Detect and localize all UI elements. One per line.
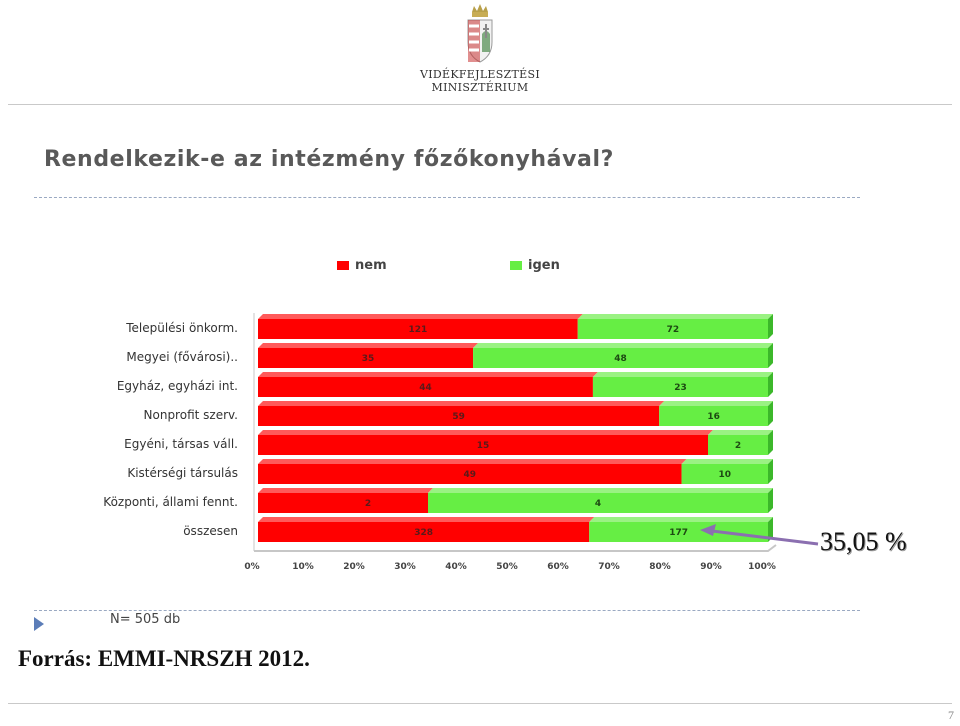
data-label-nem: 49 <box>464 470 477 480</box>
bar-top-igen <box>659 401 773 406</box>
x-tick-label: 60% <box>547 562 569 572</box>
legend-nem: nem <box>337 258 387 273</box>
bar-segment-nem <box>258 435 708 455</box>
category-label: Egyház, egyházi int. <box>116 379 238 393</box>
percentage-annotation: 35,05 % <box>820 527 907 556</box>
bar-top-igen <box>592 372 773 377</box>
data-label-nem: 44 <box>419 383 432 393</box>
annotation-arrowhead <box>700 524 716 536</box>
bar-side-igen <box>768 401 773 426</box>
page-number: 7 <box>948 708 954 722</box>
bar-segment-igen <box>428 493 768 513</box>
data-label-igen: 10 <box>719 470 732 480</box>
logo-line-1: VIDÉKFEJLESZTÉSI <box>420 68 540 81</box>
data-label-nem: 328 <box>414 528 433 538</box>
x-tick-label: 40% <box>445 562 467 572</box>
data-label-igen: 4 <box>595 499 601 509</box>
category-label: Egyéni, társas váll. <box>124 437 238 451</box>
data-label-igen: 23 <box>674 383 687 393</box>
dashed-separator-top <box>34 197 860 198</box>
bar-top-igen <box>473 343 773 348</box>
x-tick-label: 30% <box>394 562 416 572</box>
category-label: Megyei (fővárosi).. <box>126 350 238 364</box>
data-label-nem: 121 <box>408 325 427 335</box>
data-label-igen: 177 <box>669 528 688 538</box>
x-tick-label: 100% <box>748 562 776 572</box>
bar-segment-nem <box>258 493 428 513</box>
plot-area <box>258 313 768 551</box>
data-label-igen: 2 <box>735 441 741 451</box>
header-divider <box>8 104 952 105</box>
data-label-igen: 48 <box>614 354 627 364</box>
bar-side-igen <box>768 314 773 339</box>
bar-segment-nem <box>258 319 578 339</box>
bar-segment-nem <box>258 406 660 426</box>
bar-top-igen <box>577 314 773 319</box>
bar-side-igen <box>768 459 773 484</box>
bar-segment-igen <box>592 377 768 397</box>
logo-line-2: MINISZTÉRIUM <box>431 81 529 94</box>
data-label-nem: 35 <box>362 354 375 364</box>
category-label: Központi, állami fennt. <box>103 495 238 509</box>
bar-segment-igen <box>659 406 768 426</box>
x-tick-label: 20% <box>343 562 365 572</box>
bar-top-nem <box>258 430 713 435</box>
bullet-arrow-icon <box>34 617 44 631</box>
chart-title: Rendelkezik-e az intézmény főzőkonyhával… <box>44 147 615 172</box>
annotation-arrow <box>711 529 819 546</box>
bar-side-igen <box>768 430 773 455</box>
bar-side-igen <box>768 488 773 513</box>
legend-igen-swatch <box>510 261 522 270</box>
bar-top-nem <box>258 488 433 493</box>
bar-top-nem <box>258 517 595 522</box>
x-tick-label: 0% <box>244 562 259 572</box>
footer-divider <box>8 703 952 704</box>
x-tick-label: 80% <box>649 562 671 572</box>
bar-segment-igen <box>681 464 768 484</box>
data-label-nem: 15 <box>477 441 490 451</box>
bar-top-nem <box>258 343 479 348</box>
x-tick-label: 70% <box>598 562 620 572</box>
category-label: Kistérségi társulás <box>127 466 238 480</box>
bar-side-igen <box>768 343 773 368</box>
bar-segment-igen <box>473 348 768 368</box>
data-label-igen: 16 <box>707 412 720 422</box>
coat-of-arms-icon <box>467 4 493 63</box>
x-tick-label: 50% <box>496 562 518 572</box>
bar-side-igen <box>768 517 773 542</box>
data-label-igen: 72 <box>667 325 680 335</box>
dashed-separator-bottom <box>34 610 860 611</box>
bar-segment-igen <box>577 319 768 339</box>
x-tick-label: 90% <box>700 562 722 572</box>
bar-top-nem <box>258 459 687 464</box>
bar-segment-igen <box>589 522 768 542</box>
legend-igen-label: igen <box>528 258 560 273</box>
bar-top-nem <box>258 401 665 406</box>
bar-segment-nem <box>258 377 593 397</box>
bar-top-nem <box>258 314 583 319</box>
category-label: Nonprofit szerv. <box>143 408 238 422</box>
legend-nem-swatch <box>337 261 349 270</box>
bar-segment-nem <box>258 522 590 542</box>
plot-floor <box>254 544 777 552</box>
bar-side-igen <box>768 372 773 397</box>
bar-segment-igen <box>708 435 768 455</box>
bar-top-igen <box>708 430 773 435</box>
data-label-nem: 59 <box>452 412 465 422</box>
bar-segment-nem <box>258 348 474 368</box>
ministry-logo: VIDÉKFEJLESZTÉSI MINISZTÉRIUM <box>405 4 555 96</box>
data-label-nem: 2 <box>365 499 371 509</box>
source-citation: Forrás: EMMI-NRSZH 2012. <box>18 646 310 671</box>
category-label: összesen <box>183 524 238 538</box>
bar-top-igen <box>428 488 773 493</box>
x-tick-label: 10% <box>292 562 314 572</box>
bar-top-igen <box>589 517 773 522</box>
legend-nem-label: nem <box>355 258 387 273</box>
bar-top-igen <box>681 459 773 464</box>
bar-segment-nem <box>258 464 682 484</box>
sample-size-label: N= 505 db <box>110 612 181 627</box>
legend-igen: igen <box>510 258 560 273</box>
bar-top-nem <box>258 372 598 377</box>
category-label: Települési önkorm. <box>126 321 238 335</box>
